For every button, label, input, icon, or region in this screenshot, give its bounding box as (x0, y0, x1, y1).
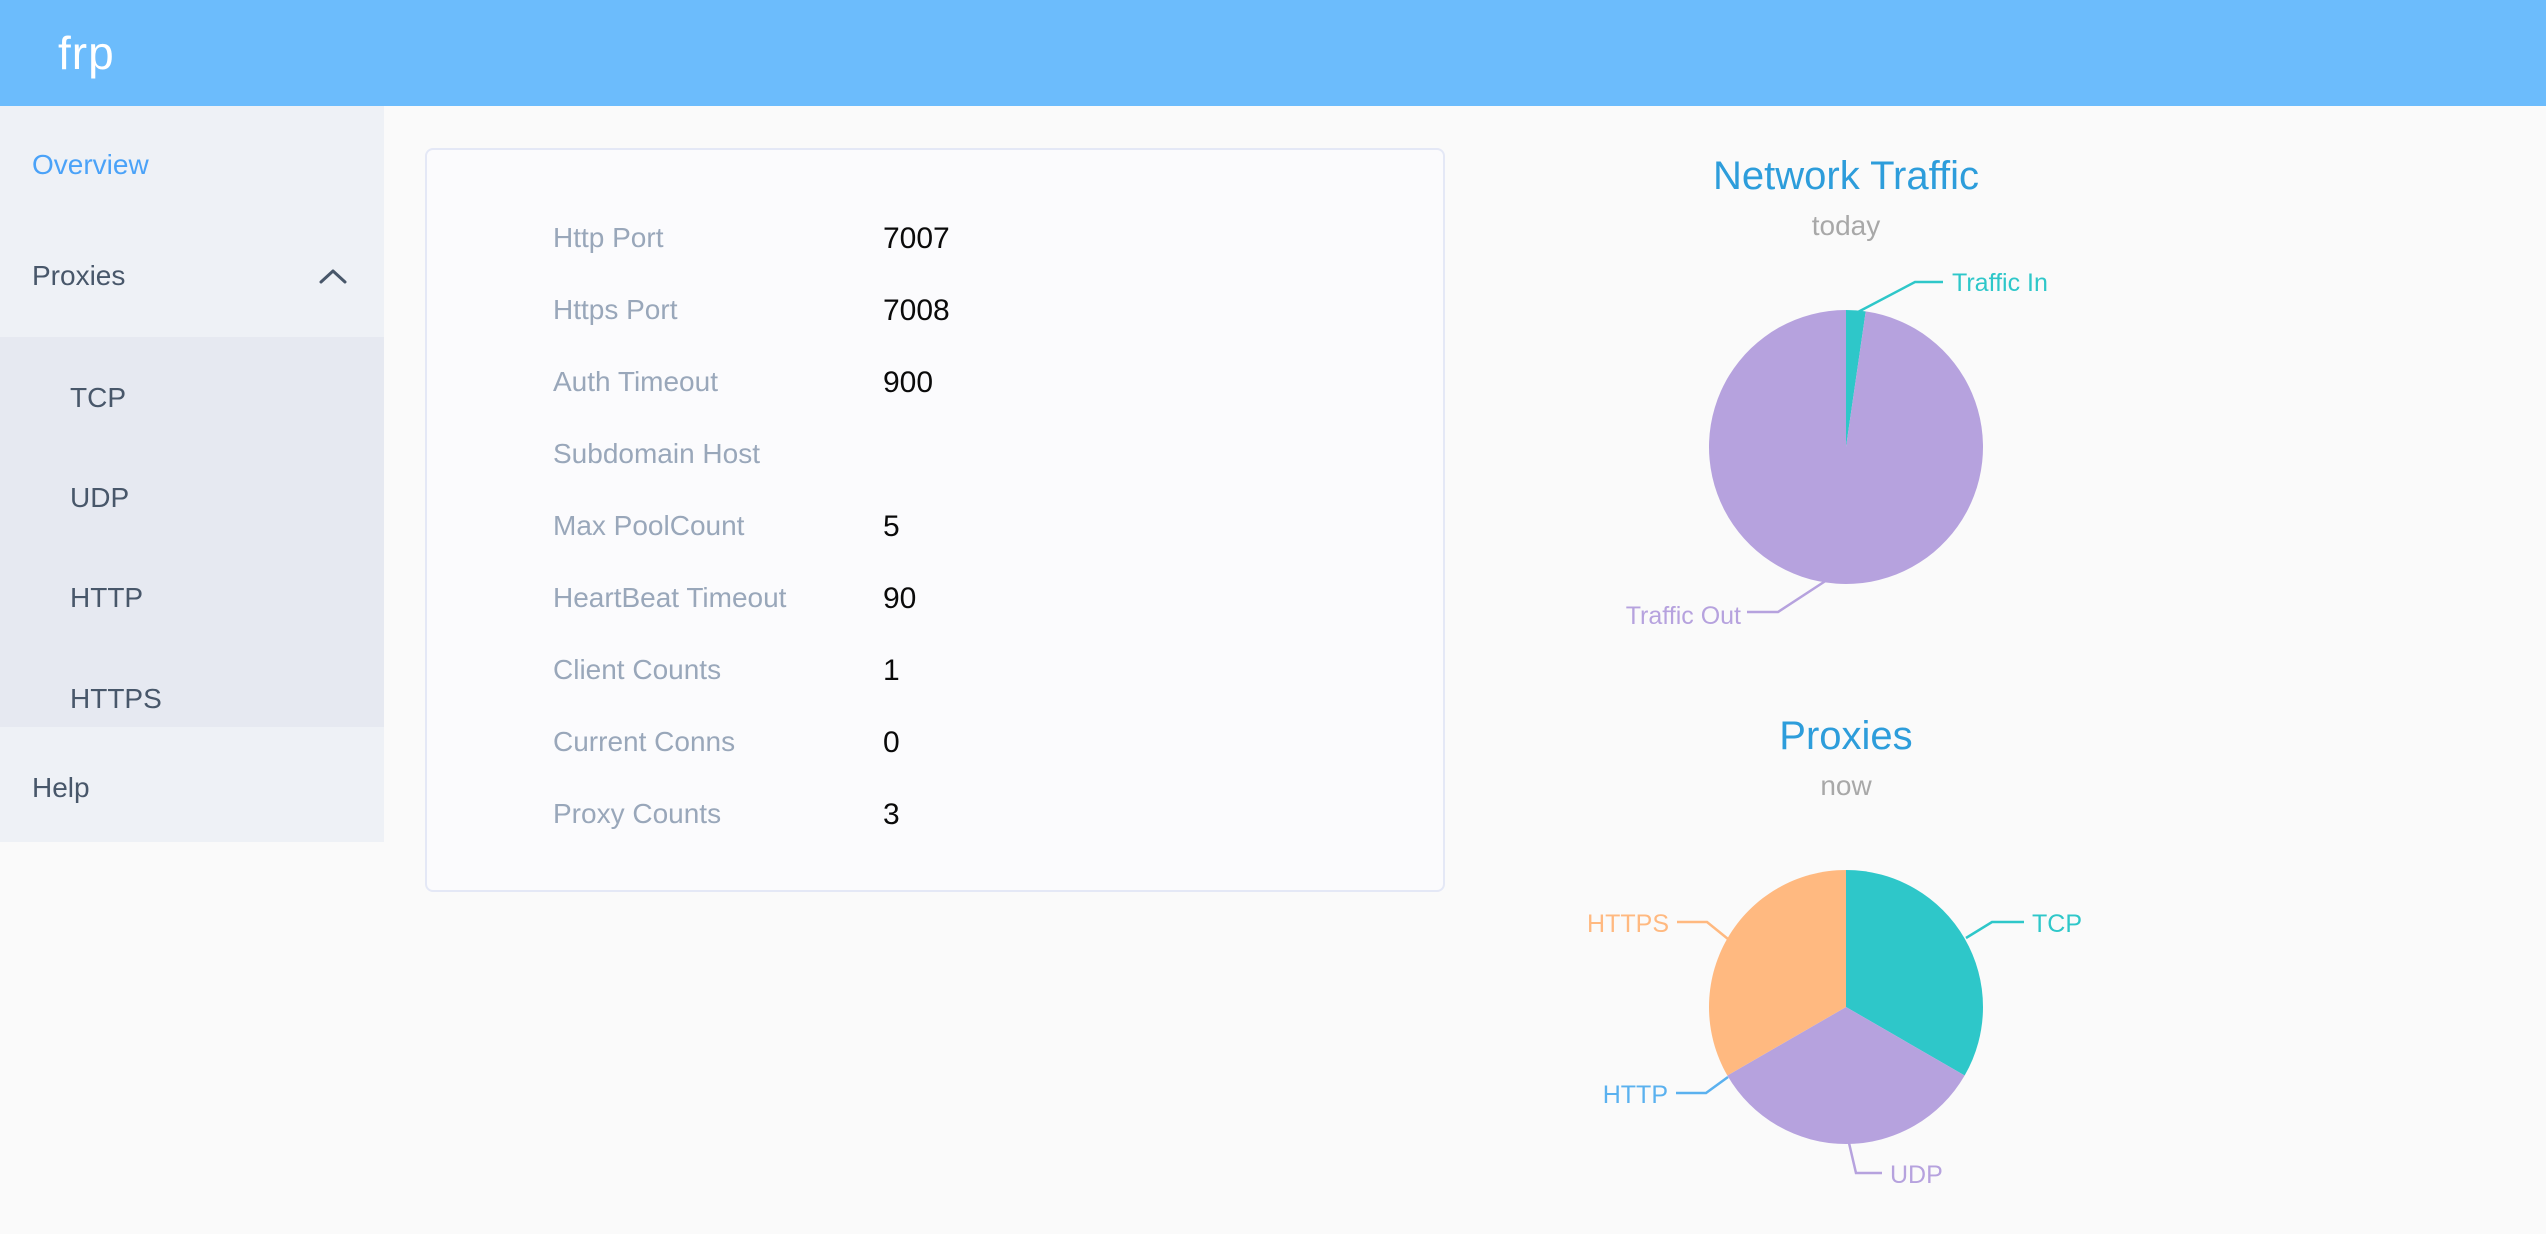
sidebar-item-label: Help (32, 772, 90, 803)
pie-slice-https[interactable] (1708, 870, 1846, 1076)
chevron-up-icon (319, 269, 347, 284)
sidebar-item-udp[interactable]: UDP (0, 462, 384, 534)
pie-slice-tcp[interactable] (1846, 870, 1984, 1076)
config-value: 5 (883, 510, 900, 543)
pie-slice-traffic-in[interactable] (1846, 310, 1866, 447)
pie-proxies (1708, 870, 1984, 1144)
chart-subtitle-today: today (1811, 210, 1881, 241)
config-label: Max PoolCount (553, 510, 745, 541)
config-label: Auth Timeout (553, 366, 718, 397)
config-row: Https Port 7008 (427, 294, 1443, 330)
config-row: Http Port 7007 (427, 222, 1443, 258)
config-row: Max PoolCount 5 (427, 510, 1443, 546)
config-value: 7008 (883, 294, 950, 327)
sidebar-item-label: HTTP (70, 582, 144, 613)
config-label: Http Port (553, 222, 664, 253)
pie-label-udp: UDP (1890, 1161, 1943, 1189)
sidebar-item-proxies[interactable]: Proxies (0, 241, 384, 311)
config-label: HeartBeat Timeout (553, 582, 787, 613)
sidebar-item-help[interactable]: Help (0, 753, 384, 823)
pie-label-traffic-in: Traffic In (1952, 269, 2048, 297)
app-logo: frp (58, 27, 115, 79)
config-row: HeartBeat Timeout 90 (427, 582, 1443, 618)
config-value: 0 (883, 726, 900, 759)
pie-label-http: HTTP (1603, 1081, 1668, 1109)
config-label: Proxy Counts (553, 798, 722, 829)
sidebar-item-http[interactable]: HTTP (0, 562, 384, 634)
sidebar-item-overview[interactable]: Overview (0, 130, 384, 200)
leader-line-http (1676, 1075, 1729, 1095)
pie-network-traffic (1708, 310, 1983, 585)
sidebar-submenu-proxies: TCP UDP HTTP HTTPS (0, 337, 384, 727)
server-config-card: Http Port 7007 Https Port 7008 Auth Time… (425, 148, 1445, 892)
sidebar-item-label: TCP (70, 382, 126, 413)
config-row: Proxy Counts 3 (427, 798, 1443, 834)
config-row: Auth Timeout 900 (427, 366, 1443, 402)
chart-subtitle-now: now (1820, 770, 1872, 801)
pie-slice-traffic-out[interactable] (1708, 310, 1983, 585)
config-row: Client Counts 1 (427, 654, 1443, 690)
sidebar-item-label: Proxies (32, 260, 126, 291)
sidebar-item-label: UDP (70, 482, 130, 513)
sidebar-item-label: Overview (32, 149, 149, 180)
leader-line-udp (1847, 1142, 1882, 1175)
config-value: 7007 (883, 222, 950, 255)
config-value: 1 (883, 654, 900, 687)
sidebar: Overview Proxies TCP UDP HTTP HTTPS Help (0, 106, 384, 842)
pie-label-https: HTTPS (1587, 910, 1669, 938)
leader-line-traffic-in (1857, 280, 1943, 314)
leader-line-tcp (1965, 920, 2024, 940)
config-value: 90 (883, 582, 917, 615)
config-label: Subdomain Host (553, 438, 761, 469)
config-label: Current Conns (553, 726, 736, 757)
config-row: Current Conns 0 (427, 726, 1443, 762)
sidebar-item-tcp[interactable]: TCP (0, 362, 384, 434)
config-row: Subdomain Host (427, 438, 1443, 474)
chart-title-proxies: Proxies (1779, 714, 1913, 758)
config-label: Https Port (553, 294, 678, 325)
config-value: 900 (883, 366, 934, 399)
pie-label-tcp: TCP (2032, 910, 2082, 938)
config-value: 3 (883, 798, 900, 831)
sidebar-item-label: HTTPS (70, 683, 162, 714)
config-label: Client Counts (553, 654, 722, 685)
leader-line-https (1677, 920, 1729, 940)
pie-label-traffic-out: Traffic Out (1626, 602, 1741, 630)
chart-title-network-traffic: Network Traffic (1713, 154, 1979, 198)
leader-line-traffic-out (1747, 576, 1831, 614)
app-header: frp (0, 0, 2546, 106)
sidebar-item-https[interactable]: HTTPS (0, 663, 384, 735)
